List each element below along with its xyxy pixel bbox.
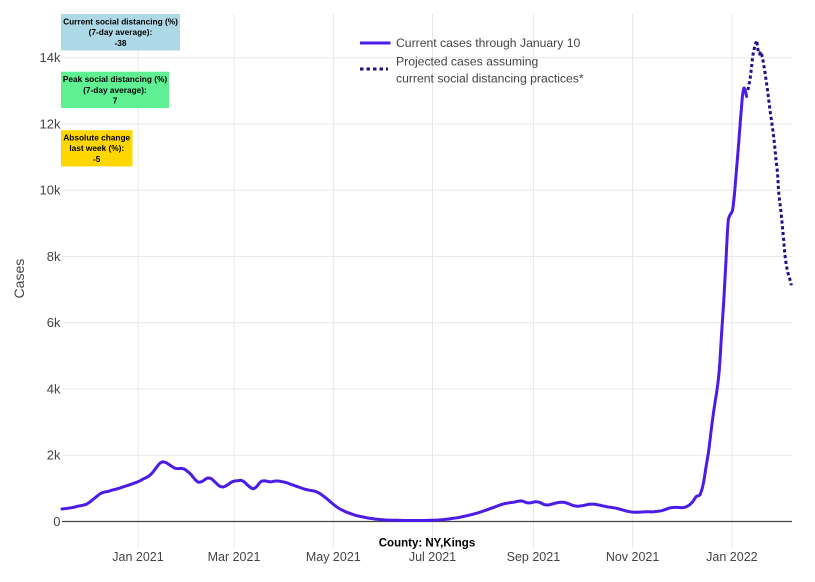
svg-text:Cases: Cases xyxy=(11,259,27,299)
svg-text:-5: -5 xyxy=(93,154,101,164)
svg-text:Sep 2021: Sep 2021 xyxy=(507,550,561,564)
svg-text:-38: -38 xyxy=(115,38,127,48)
svg-text:4k: 4k xyxy=(47,381,61,396)
svg-text:8k: 8k xyxy=(47,249,61,264)
svg-text:Jul 2021: Jul 2021 xyxy=(409,550,456,564)
svg-text:last week (%):: last week (%): xyxy=(69,143,124,153)
svg-text:(7-day average):: (7-day average): xyxy=(83,85,147,95)
svg-text:Mar 2021: Mar 2021 xyxy=(208,550,261,564)
svg-text:0: 0 xyxy=(53,514,60,529)
svg-text:6k: 6k xyxy=(47,315,61,330)
svg-text:Absolute change: Absolute change xyxy=(63,132,130,142)
svg-text:10k: 10k xyxy=(40,183,61,198)
svg-text:Projected cases assuming: Projected cases assuming xyxy=(396,55,538,69)
svg-text:(7-day average):: (7-day average): xyxy=(89,27,153,37)
svg-text:Jan 2021: Jan 2021 xyxy=(112,550,163,564)
svg-text:12k: 12k xyxy=(40,117,61,132)
svg-text:Current social distancing (%): Current social distancing (%) xyxy=(63,16,178,26)
svg-text:May 2021: May 2021 xyxy=(306,550,361,564)
svg-text:Current cases through January: Current cases through January 10 xyxy=(396,36,580,50)
svg-text:7: 7 xyxy=(113,96,118,106)
svg-text:2k: 2k xyxy=(47,448,61,463)
svg-text:Nov 2021: Nov 2021 xyxy=(606,550,660,564)
svg-text:Peak social distancing (%): Peak social distancing (%) xyxy=(63,74,167,84)
svg-text:current social distancing prac: current social distancing practices* xyxy=(396,72,584,86)
svg-text:Jan 2022: Jan 2022 xyxy=(706,550,757,564)
svg-text:County: NY,Kings: County: NY,Kings xyxy=(379,538,475,550)
svg-text:14k: 14k xyxy=(40,50,61,65)
